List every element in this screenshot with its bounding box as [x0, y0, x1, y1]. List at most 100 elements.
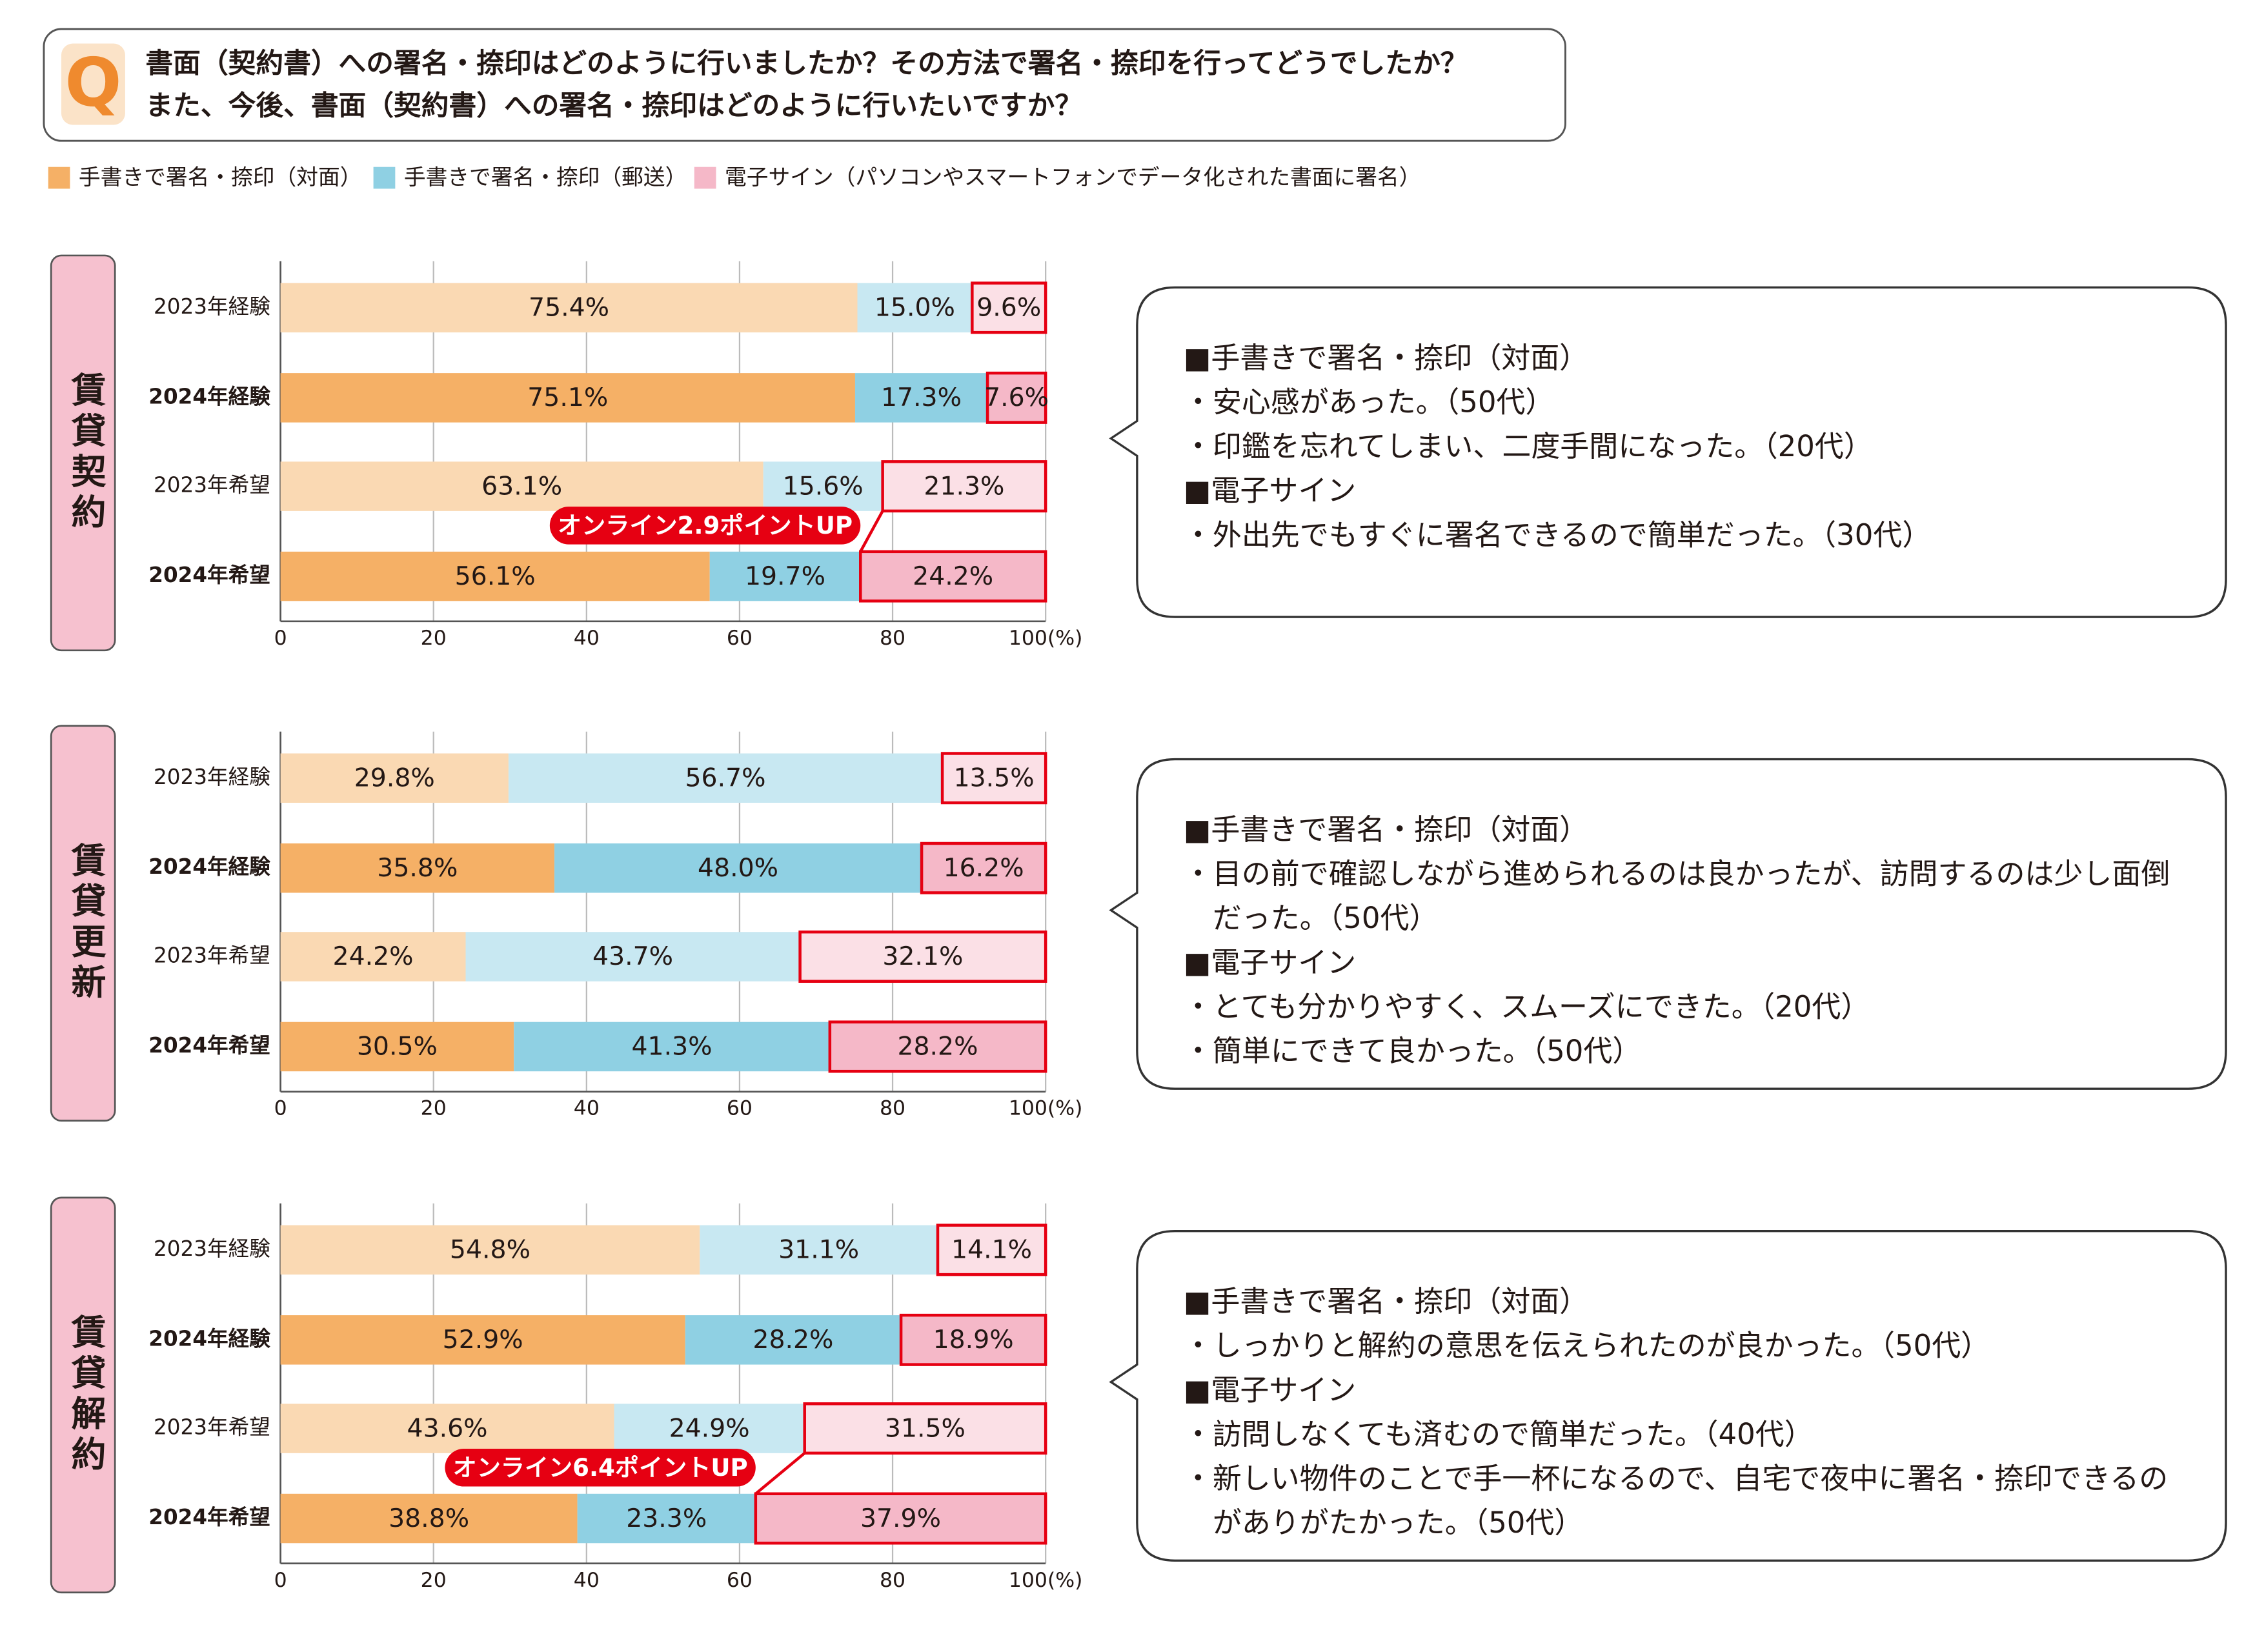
x-tick-label: 40 [574, 1097, 600, 1120]
bar-segment [763, 461, 883, 511]
annotation-connector [859, 510, 884, 552]
bar-segment [971, 281, 1047, 334]
comment-line: ・外出先でもすぐに署名できるので簡単だった。（30代） [1184, 518, 1931, 552]
section-title: 賃貸契約 [65, 372, 106, 534]
bar-segment [881, 460, 1047, 513]
bar-segment [754, 1492, 1047, 1545]
value-label: 9.6% [976, 293, 1041, 323]
category-label: 2024年経験 [148, 384, 270, 408]
section-box [50, 725, 116, 1122]
x-tick-label: 80 [880, 1569, 905, 1592]
bar-segment [280, 1404, 614, 1453]
bar-segment [514, 1022, 830, 1072]
section-box [50, 254, 116, 652]
comment-bubble [1109, 758, 2227, 1090]
bar-segment [280, 283, 858, 333]
legend-label: 電子サイン（パソコンやスマートフォンでデータ化された書面に署名） [725, 165, 1421, 190]
value-label: 56.7% [685, 763, 765, 793]
bar-segment [709, 551, 861, 601]
bar-segment [899, 1313, 1047, 1366]
x-tick-label: 60 [727, 1097, 753, 1120]
bar-segment [280, 1022, 514, 1072]
x-tick-label: 60 [727, 1569, 753, 1592]
q-icon-bg [61, 43, 125, 125]
x-tick-label: 80 [880, 1097, 905, 1120]
category-label: 2023年希望 [154, 473, 270, 498]
bar-segment [280, 932, 466, 982]
value-label: 52.9% [443, 1325, 523, 1355]
x-tick-label: 100(%) [1009, 1569, 1083, 1592]
value-label: 23.3% [626, 1504, 707, 1533]
comment-line: ・安心感があった。（50代） [1184, 385, 1555, 419]
bar-segment [614, 1404, 805, 1453]
x-tick-label: 40 [574, 627, 600, 650]
bar-segment [280, 753, 509, 803]
bar-segment [803, 1402, 1047, 1455]
question-line: 書面（契約書）への署名・捺印はどのように行いましたか？その方法で署名・捺印を行っ… [145, 48, 1468, 80]
value-label: 30.5% [357, 1032, 438, 1062]
value-label: 15.0% [874, 293, 955, 323]
bar-segment [940, 752, 1047, 805]
x-tick-label: 0 [274, 1569, 287, 1592]
comment-line: ■手書きで署名・捺印（対面） [1184, 812, 1588, 847]
x-tick-label: 60 [727, 627, 753, 650]
comment-line: ・印鑑を忘れてしまい、二度手間になった。（20代） [1184, 429, 1873, 463]
category-label: 2023年希望 [154, 1415, 270, 1440]
comment-bubble [1109, 1229, 2227, 1562]
bar-segment [465, 932, 800, 982]
value-label: 29.8% [354, 763, 435, 793]
annotation-connector [754, 1452, 806, 1495]
bar-segment [798, 930, 1047, 983]
category-label: 2024年経験 [148, 854, 270, 879]
bar-segment [857, 283, 973, 333]
x-tick-label: 100(%) [1009, 627, 1083, 650]
annotation-pill [445, 1449, 756, 1487]
value-label: 24.2% [913, 561, 993, 591]
value-label: 24.2% [333, 942, 414, 971]
x-tick-label: 40 [574, 1569, 600, 1592]
value-label: 13.5% [954, 763, 1035, 793]
annotation: オンライン2.9ポイントUP [558, 512, 853, 539]
value-label: 35.8% [377, 853, 458, 883]
bar-segment [280, 843, 555, 893]
bar-segment [554, 843, 922, 893]
value-label: 43.7% [592, 942, 673, 971]
comment-line: ■手書きで署名・捺印（対面） [1184, 341, 1588, 375]
value-label: 31.5% [885, 1413, 965, 1443]
value-label: 54.8% [450, 1235, 531, 1265]
value-label: 43.6% [407, 1413, 488, 1443]
bar-segment [854, 373, 988, 423]
value-label: 37.9% [860, 1504, 941, 1533]
bar-segment [685, 1315, 902, 1365]
comment-line: ・しっかりと解約の意思を伝えられたのが良かった。（50代） [1184, 1329, 1990, 1363]
question-box [43, 28, 1566, 142]
question-line: また、今後、書面（契約書）への署名・捺印はどのように行いたいですか？ [145, 90, 1082, 122]
legend-label: 手書きで署名・捺印（対面） [79, 165, 362, 190]
category-label: 2023年経験 [154, 1236, 270, 1261]
comment-line: ■電子サイン [1184, 474, 1356, 508]
value-label: 16.2% [944, 853, 1024, 883]
bar-segment [577, 1493, 756, 1544]
value-label: 14.1% [951, 1235, 1032, 1265]
value-label: 28.2% [897, 1032, 978, 1062]
value-label: 24.9% [669, 1413, 750, 1443]
comment-bubble [1109, 286, 2227, 618]
x-tick-label: 80 [880, 627, 905, 650]
q-icon: Q [65, 44, 121, 121]
x-tick-label: 20 [421, 1569, 447, 1592]
value-label: 41.3% [632, 1032, 713, 1062]
comment-line: ・訪問しなくても済むので簡単だった。（40代） [1184, 1417, 1814, 1451]
value-label: 7.6% [984, 383, 1049, 412]
value-label: 75.1% [527, 383, 608, 412]
x-tick-label: 100(%) [1009, 1097, 1083, 1120]
bar-segment [280, 1225, 700, 1275]
comment-line: ■手書きで署名・捺印（対面） [1184, 1284, 1588, 1318]
category-label: 2024年希望 [148, 1505, 270, 1529]
x-tick-label: 20 [421, 1097, 447, 1120]
value-label: 32.1% [882, 942, 963, 971]
annotation-pill [549, 507, 861, 545]
category-label: 2024年希望 [148, 1033, 270, 1058]
value-label: 75.4% [529, 293, 609, 323]
bar-segment [936, 1224, 1047, 1276]
